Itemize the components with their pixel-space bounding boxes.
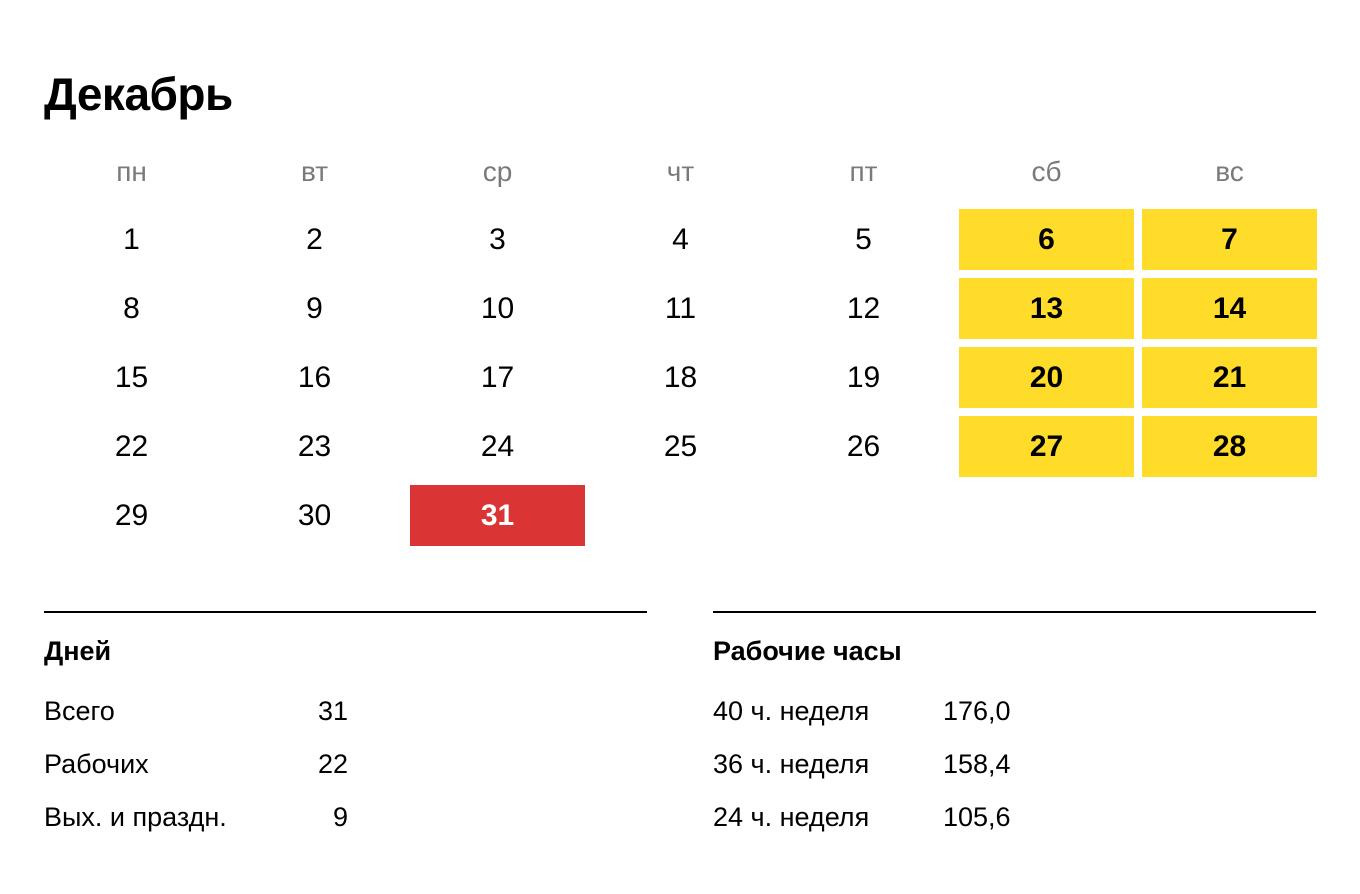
day-cell: 8 bbox=[123, 291, 140, 325]
weekend-day-cell: 13 bbox=[959, 278, 1134, 339]
weekday-label: ср bbox=[482, 156, 513, 187]
day-cell: 2 bbox=[306, 222, 323, 256]
weekend-day-cell: 7 bbox=[1142, 209, 1317, 270]
day-cell: 3 bbox=[489, 222, 506, 256]
weekend-day-cell: 6 bbox=[959, 209, 1134, 270]
day-cell: 15 bbox=[114, 360, 149, 394]
summary-row: Вых. и праздн. 9 bbox=[44, 791, 647, 844]
weekend-day-cell: 28 bbox=[1142, 416, 1317, 477]
weekday-label: вс bbox=[1215, 156, 1244, 187]
summary-row: Рабочих 22 bbox=[44, 738, 647, 791]
day-cell: 12 bbox=[846, 291, 881, 325]
day-cell: 22 bbox=[114, 429, 149, 463]
day-cell: 5 bbox=[855, 222, 872, 256]
weekday-label: пн bbox=[116, 156, 147, 187]
weekend-day-cell: 21 bbox=[1142, 347, 1317, 408]
day-cell: 4 bbox=[672, 222, 689, 256]
summary-value: 158,4 bbox=[943, 749, 1011, 779]
summary-label: 36 ч. неделя bbox=[713, 749, 870, 779]
summary-row: 40 ч. неделя 176,0 bbox=[713, 685, 1316, 738]
day-cell: 18 bbox=[663, 360, 698, 394]
day-cell: 24 bbox=[480, 429, 515, 463]
calendar-grid: 1 2 3 4 5 6 7 8 9 10 11 12 13 14 15 16 17 18 19 20 21 22 23 24 2… bbox=[40, 207, 1321, 552]
month-title: Декабрь bbox=[44, 68, 233, 120]
weekday-label: чт bbox=[666, 156, 695, 187]
summary-value: 176,0 bbox=[943, 696, 1011, 726]
weekend-day-cell: 20 bbox=[959, 347, 1134, 408]
day-cell: 26 bbox=[846, 429, 881, 463]
day-cell: 9 bbox=[306, 291, 323, 325]
day-cell: 30 bbox=[297, 498, 332, 532]
summary-label: 40 ч. неделя bbox=[713, 696, 870, 726]
summary-label: Рабочих bbox=[44, 749, 149, 779]
weekday-label: вт bbox=[300, 156, 329, 187]
summary-label: Вых. и праздн. bbox=[44, 802, 227, 832]
holiday-day-cell: 31 bbox=[410, 485, 585, 546]
days-summary-title: Дней bbox=[44, 636, 112, 666]
day-cell: 19 bbox=[846, 360, 881, 394]
day-cell: 17 bbox=[480, 360, 515, 394]
summary-label: 24 ч. неделя bbox=[713, 802, 870, 832]
summary-value: 22 bbox=[317, 749, 348, 779]
summary-value: 31 bbox=[317, 696, 348, 726]
summary-row: Всего 31 bbox=[44, 685, 647, 738]
day-cell: 11 bbox=[664, 291, 697, 325]
day-cell: 29 bbox=[114, 498, 149, 532]
day-cell: 1 bbox=[123, 222, 140, 256]
hours-summary-title: Рабочие часы bbox=[713, 636, 902, 666]
weekend-day-cell: 14 bbox=[1142, 278, 1317, 339]
weekday-label: пт bbox=[849, 156, 878, 187]
weekend-day-cell: 27 bbox=[959, 416, 1134, 477]
summary-label: Всего bbox=[44, 696, 115, 726]
day-cell: 25 bbox=[663, 429, 698, 463]
summary-row: 36 ч. неделя 158,4 bbox=[713, 738, 1316, 791]
hours-summary: Рабочие часы 40 ч. неделя 176,0 36 ч. не… bbox=[713, 611, 1316, 844]
day-cell: 16 bbox=[297, 360, 332, 394]
summary-value: 105,6 bbox=[943, 802, 1011, 832]
day-cell: 10 bbox=[480, 291, 515, 325]
weekday-header: пн вт ср чт пт сб вс bbox=[40, 150, 1321, 194]
day-cell: 23 bbox=[297, 429, 332, 463]
summary-row: 24 ч. неделя 105,6 bbox=[713, 791, 1316, 844]
days-summary: Дней Всего 31 Рабочих 22 Вых. и праздн. … bbox=[44, 611, 647, 844]
weekday-label: сб bbox=[1031, 156, 1062, 187]
summary-value: 9 bbox=[332, 802, 348, 832]
